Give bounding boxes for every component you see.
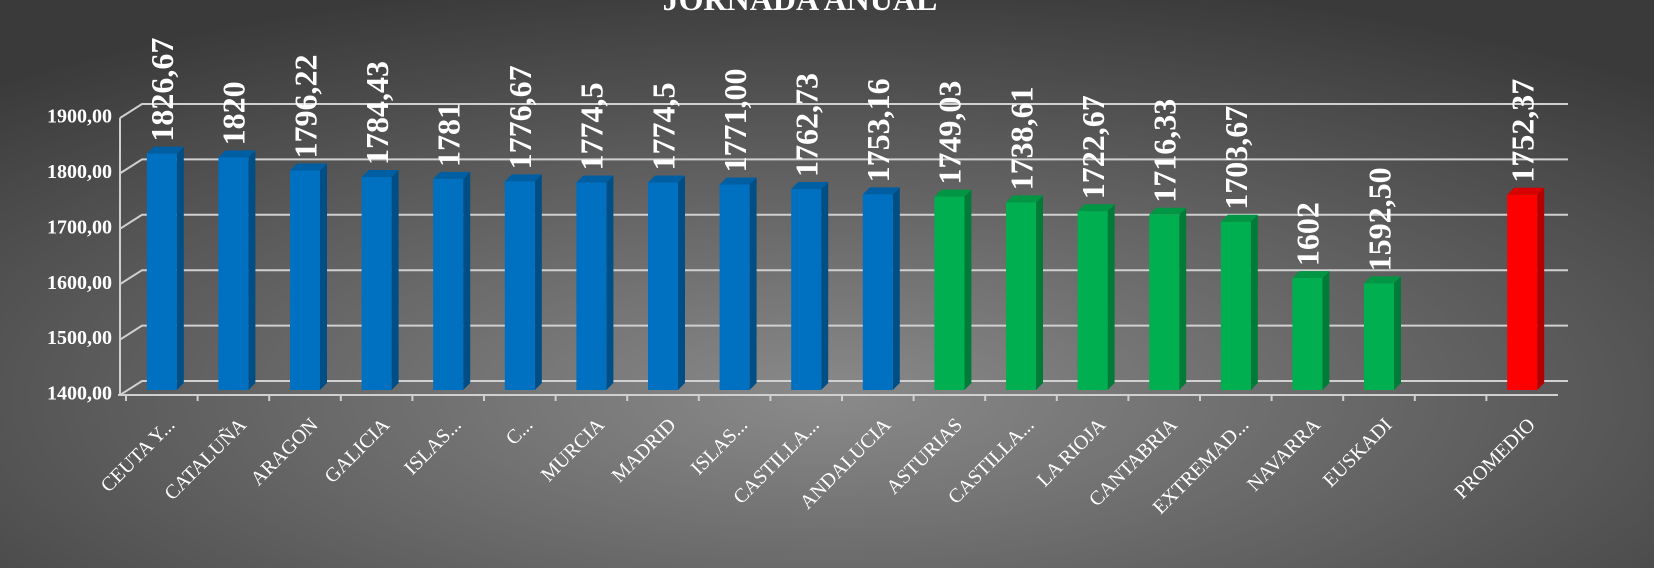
value-label: 1752,37: [1505, 79, 1541, 183]
bar: [361, 177, 392, 390]
bar-top: [862, 187, 900, 195]
y-tick-label: 1600,00: [47, 272, 112, 294]
bar-side: [1107, 204, 1115, 390]
grid-line: [119, 103, 1568, 119]
bar: [1006, 202, 1036, 390]
value-label: 1776,67: [502, 65, 538, 169]
bar-top: [934, 189, 972, 197]
y-tick-label: 1500,00: [47, 327, 112, 349]
bar: [1220, 221, 1251, 390]
bar-top: [1220, 214, 1258, 222]
bar-side: [892, 187, 900, 390]
bar-top: [648, 175, 685, 183]
value-label: 1826,67: [144, 38, 180, 142]
bar-top: [1006, 195, 1043, 203]
bar-side: [463, 171, 471, 390]
y-tick-label: 1800,00: [47, 161, 112, 183]
bar-side: [1394, 276, 1401, 390]
bar: [1149, 214, 1180, 390]
grid-line: [119, 158, 1568, 175]
bar-side: [964, 189, 972, 390]
y-tick-label: 1900,00: [47, 106, 112, 128]
bar: [290, 170, 320, 390]
bar-top: [433, 171, 471, 179]
bar-top: [1077, 204, 1115, 212]
bar-top: [146, 146, 184, 154]
value-label: 1592,50: [1361, 167, 1397, 271]
bar: [862, 194, 893, 390]
bar-top: [290, 163, 327, 171]
bar: [433, 178, 464, 390]
bar: [146, 153, 177, 390]
bar-top: [1507, 187, 1545, 195]
bar-top: [719, 177, 757, 185]
bar: [1292, 278, 1323, 390]
bar-top: [361, 170, 399, 178]
bar: [791, 189, 822, 390]
value-label: 1749,03: [932, 81, 968, 185]
value-label: 1781: [431, 103, 467, 167]
value-label: 1796,22: [287, 54, 323, 158]
bar: [218, 157, 249, 390]
value-label: 1784,43: [359, 61, 395, 165]
bar-side: [248, 150, 256, 390]
bar: [576, 182, 607, 390]
bar-top: [576, 175, 614, 183]
bar-side: [1537, 187, 1545, 390]
y-tick-label: 1700,00: [47, 216, 112, 238]
bar: [504, 181, 535, 390]
bar-side: [1250, 214, 1258, 390]
bar-side: [391, 170, 399, 390]
chart-title: JORNADA ANUAL: [663, 0, 938, 17]
bar: [1507, 194, 1538, 390]
bar-top: [1292, 271, 1330, 279]
value-label: 1762,73: [789, 73, 825, 177]
bar-side: [678, 175, 685, 390]
bar: [1077, 211, 1108, 390]
value-label: 1774,5: [574, 83, 610, 171]
bar-top: [791, 182, 829, 190]
bar-side: [1179, 207, 1187, 390]
bar-side: [176, 146, 184, 390]
value-label: 1722,67: [1075, 95, 1111, 199]
value-label: 1820: [216, 81, 252, 145]
bar-top: [218, 150, 256, 158]
bar-side: [1036, 195, 1043, 390]
bar: [1364, 283, 1394, 390]
bar: [719, 184, 750, 390]
value-label: 1703,67: [1218, 106, 1254, 210]
bar-side: [606, 175, 614, 390]
value-label: 1738,61: [1003, 86, 1039, 190]
value-label: 1602: [1290, 202, 1326, 266]
value-label: 1716,33: [1147, 99, 1183, 203]
bar-side: [320, 163, 327, 390]
bar-top: [1364, 276, 1401, 284]
bar-top: [504, 174, 542, 182]
value-label: 1771,00: [717, 68, 753, 172]
bar: [648, 182, 678, 390]
bar-side: [534, 174, 542, 390]
bar-side: [1322, 271, 1330, 390]
bar-side: [821, 182, 829, 390]
bar-side: [749, 177, 757, 390]
bar-top: [1149, 207, 1187, 215]
value-label: 1753,16: [860, 78, 896, 182]
value-label: 1774,5: [645, 83, 681, 171]
bar: [934, 196, 965, 390]
y-tick-label: 1400,00: [47, 383, 112, 405]
